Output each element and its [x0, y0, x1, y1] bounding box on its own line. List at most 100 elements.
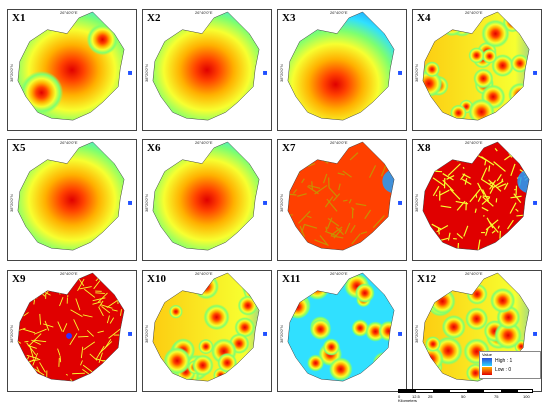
hotspot: [482, 48, 498, 64]
network-line: [380, 164, 387, 177]
panel-label: X2: [147, 12, 161, 24]
panel-label: X4: [417, 12, 431, 24]
network-line: [301, 178, 305, 184]
network-line: [484, 160, 487, 166]
network-line: [43, 323, 54, 328]
network-line: [80, 360, 83, 366]
network-line: [107, 359, 116, 366]
map-panel: X8 26°40'0"E 38°20'0"N: [412, 139, 542, 261]
network-line: [306, 215, 312, 219]
network-line: [344, 222, 351, 234]
network-line: [337, 172, 345, 176]
panel-label: X10: [147, 273, 166, 285]
latitude-label: 38°20'0"N: [414, 64, 419, 82]
network-line: [95, 358, 105, 362]
hotspot: [490, 287, 516, 314]
network-line: [288, 239, 294, 248]
network-line: [349, 152, 359, 161]
network-line: [482, 189, 490, 202]
network-line: [314, 239, 328, 246]
scale-tick: 12.5: [412, 394, 420, 399]
network-line: [79, 286, 92, 290]
raster-map: [422, 11, 537, 121]
network-line: [120, 290, 125, 297]
network-line: [386, 225, 395, 230]
hotspot: [86, 23, 119, 56]
network-line: [493, 161, 506, 172]
network-line: [464, 177, 468, 185]
map-panel: X6 26°40'0"E 38°20'0"N: [142, 139, 272, 261]
network-line: [99, 300, 104, 307]
network-line: [342, 170, 352, 178]
longitude-label: 26°40'0"E: [465, 140, 483, 145]
raster-background: [287, 11, 395, 121]
map-panel: X9 26°40'0"E 38°20'0"N: [7, 270, 137, 392]
region-outline: [152, 272, 260, 382]
network-line: [56, 275, 60, 288]
hotspot: [424, 61, 441, 78]
hotspot: [198, 338, 214, 355]
map-panel: X4 26°40'0"E 38°20'0"N: [412, 9, 542, 131]
network-line: [93, 280, 101, 290]
network-line: [499, 230, 501, 243]
panel-label: X5: [12, 142, 26, 154]
raster-map: [287, 272, 402, 382]
network-line: [308, 184, 321, 189]
latitude-label: 38°20'0"N: [9, 325, 14, 343]
hotspot: [234, 317, 256, 338]
hotspot: [163, 346, 191, 375]
panel-label: X6: [147, 142, 161, 154]
network-line: [124, 279, 125, 282]
raster-fill: [17, 141, 125, 251]
network-line: [469, 188, 481, 203]
network-line: [516, 214, 523, 217]
map-panel: X1 26°40'0"E 38°20'0"N: [7, 9, 137, 131]
longitude-label: 26°40'0"E: [60, 140, 78, 145]
hotspot: [193, 273, 220, 300]
network-line: [307, 162, 316, 167]
network-line: [86, 330, 94, 337]
network-line: [325, 226, 328, 232]
network-line: [328, 187, 338, 197]
network-line: [384, 245, 395, 251]
network-line: [480, 178, 494, 188]
islet: [263, 331, 267, 336]
islet: [128, 200, 132, 205]
region-outline: [17, 272, 125, 382]
network-line: [73, 319, 80, 331]
network-line: [19, 369, 32, 377]
network-line: [492, 243, 503, 251]
network-line: [447, 232, 451, 241]
raster-map: [422, 141, 541, 251]
network-line: [530, 244, 541, 245]
network-line: [33, 339, 47, 343]
raster-fill: [287, 11, 395, 121]
scale-tick: 75: [494, 394, 499, 399]
network-line: [122, 361, 125, 373]
network-line: [332, 193, 341, 202]
raster-map: [17, 272, 132, 382]
network-line: [488, 221, 499, 233]
raster-fill: [17, 272, 125, 382]
network-line: [80, 346, 84, 359]
hotspot: [372, 351, 395, 375]
network-line: [120, 359, 123, 362]
network-line: [62, 323, 68, 333]
network-line: [111, 309, 118, 312]
network-line: [481, 197, 491, 205]
network-line: [59, 355, 62, 363]
network-line: [530, 192, 531, 193]
network-line: [33, 328, 47, 335]
network-line: [28, 376, 40, 382]
network-line: [355, 203, 367, 207]
hotspot: [203, 304, 230, 331]
network-line: [489, 188, 494, 194]
network-line: [322, 173, 328, 184]
legend-high-label: High : 1: [495, 358, 513, 364]
network-line: [28, 292, 32, 298]
network-line: [350, 224, 356, 233]
network-line: [290, 237, 301, 242]
raster-fill: [152, 141, 260, 251]
islet: [533, 331, 537, 336]
islet: [398, 200, 402, 205]
